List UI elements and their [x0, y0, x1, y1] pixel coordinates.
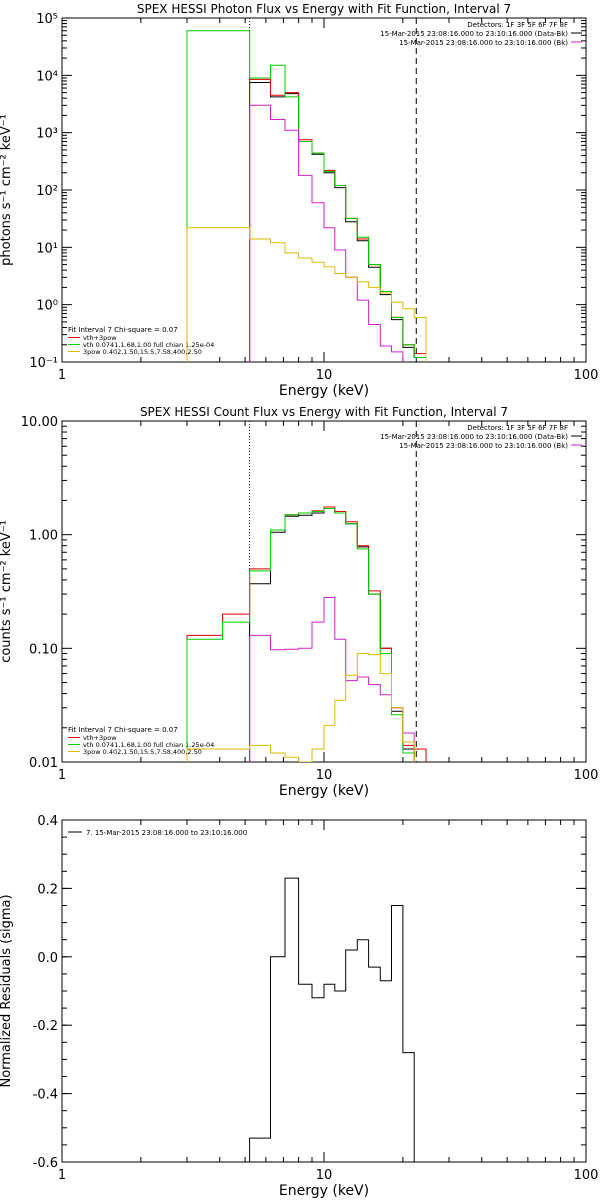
header-line: Detectors: 1F 3F 5F 6F 7F 8F — [467, 424, 568, 432]
x-tick-label: 10 — [316, 368, 333, 383]
y-tick-label: 10.00 — [21, 415, 58, 430]
chart-panel-2: SPEX HESSI Count Flux vs Energy with Fit… — [0, 405, 598, 799]
legend-entry: vth+3pow — [83, 334, 117, 342]
x-tick-label: 10 — [316, 1168, 333, 1183]
chart-panel-1: SPEX HESSI Photon Flux vs Energy with Fi… — [0, 2, 598, 399]
header-line: 15-Mar-2015 23:08:16.000 to 23:10:16.000… — [399, 442, 568, 450]
x-tick-label: 100 — [574, 768, 599, 783]
series-line-1 — [249, 877, 415, 1162]
series-line-3 — [186, 30, 427, 362]
y-tick-label: 10⁻¹ — [29, 356, 58, 371]
x-tick-label: 100 — [574, 1168, 599, 1183]
x-axis-label: Energy (keV) — [279, 383, 369, 399]
y-tick-label: 0.2 — [37, 882, 58, 897]
legend-title: Fit Interval 7 Chi-square = 0.07 — [68, 726, 178, 734]
series-group — [249, 877, 415, 1162]
x-tick-label: 100 — [574, 368, 599, 383]
y-axis-label: counts s⁻¹ cm⁻² keV⁻¹ — [0, 520, 14, 663]
y-tick-label: 0.01 — [29, 756, 58, 771]
y-tick-label: 10⁵ — [36, 12, 58, 27]
x-axis-label: Energy (keV) — [279, 1183, 369, 1199]
x-tick-label: 1 — [58, 368, 66, 383]
chart-title: SPEX HESSI Count Flux vs Energy with Fit… — [140, 405, 508, 419]
series-line-4 — [249, 104, 404, 362]
x-tick-label: 1 — [58, 768, 66, 783]
series-line-5 — [186, 227, 427, 362]
series-line-3 — [186, 508, 415, 762]
y-tick-label: 10⁴ — [36, 69, 58, 84]
series-group — [186, 506, 427, 762]
y-tick-label: 10² — [36, 184, 58, 199]
y-tick-label: -0.4 — [33, 1088, 58, 1103]
y-tick-label: -0.6 — [33, 1156, 58, 1171]
legend-entry: vth 0.0741,1.68,1.00 full chian 1.25e-04 — [83, 741, 214, 749]
y-tick-label: -0.2 — [33, 1019, 58, 1034]
y-tick-label: 0.0 — [37, 951, 58, 966]
y-tick-label: 10³ — [36, 127, 58, 142]
series-line-5 — [186, 653, 415, 762]
legend-entry: 7. 15-Mar-2015 23:08:16.000 to 23:10:16.… — [86, 829, 247, 837]
y-tick-label: 1.00 — [29, 529, 58, 544]
series-line-4 — [249, 597, 415, 762]
series-line-1 — [249, 508, 415, 762]
legend-entry: vth 0.0741,1.68,1.00 full chian 1.25e-04 — [83, 341, 214, 349]
header-line: Detectors: 1F 3F 5F 6F 7F 8F — [467, 21, 568, 29]
x-tick-label: 1 — [58, 1168, 66, 1183]
y-tick-label: 10¹ — [36, 241, 58, 256]
y-tick-label: 0.4 — [37, 814, 58, 829]
header-line: 15-Mar-2015 23:08:16.000 to 23:10:16.000… — [380, 30, 568, 38]
y-axis-label: Normalized Residuals (sigma) — [0, 894, 14, 1087]
legend-entry: 3pow 0.402,1.50,15.5,7.58,400,2.50 — [83, 748, 202, 756]
chart-title: SPEX HESSI Photon Flux vs Energy with Fi… — [137, 2, 511, 16]
y-tick-label: 0.10 — [29, 642, 58, 657]
legend-title: Fit Interval 7 Chi-square = 0.07 — [68, 326, 178, 334]
x-axis-label: Energy (keV) — [279, 783, 369, 799]
series-line-1 — [249, 82, 427, 362]
header-line: 15-Mar-2015 23:08:16.000 to 23:10:16.000… — [380, 433, 568, 441]
legend-entry: 3pow 0.402,1.50,15.5,7.58,400,2.50 — [83, 348, 202, 356]
legend-entry: vth+3pow — [83, 734, 117, 742]
header-line: 15-Mar-2015 23:08:16.000 to 23:10:16.000… — [399, 39, 568, 47]
y-tick-label: 10⁰ — [36, 299, 58, 314]
series-group — [186, 30, 427, 362]
x-tick-label: 10 — [316, 768, 333, 783]
chart-panel-3: 1 10 100 Energy (keV) -0.6 -0.4 -0.2 0.0 0.2 0.4 N… — [0, 814, 598, 1199]
y-axis-label: photons s⁻¹ cm⁻² keV⁻¹ — [0, 114, 14, 266]
plot-frame — [61, 420, 587, 763]
plot-frame — [61, 17, 587, 363]
